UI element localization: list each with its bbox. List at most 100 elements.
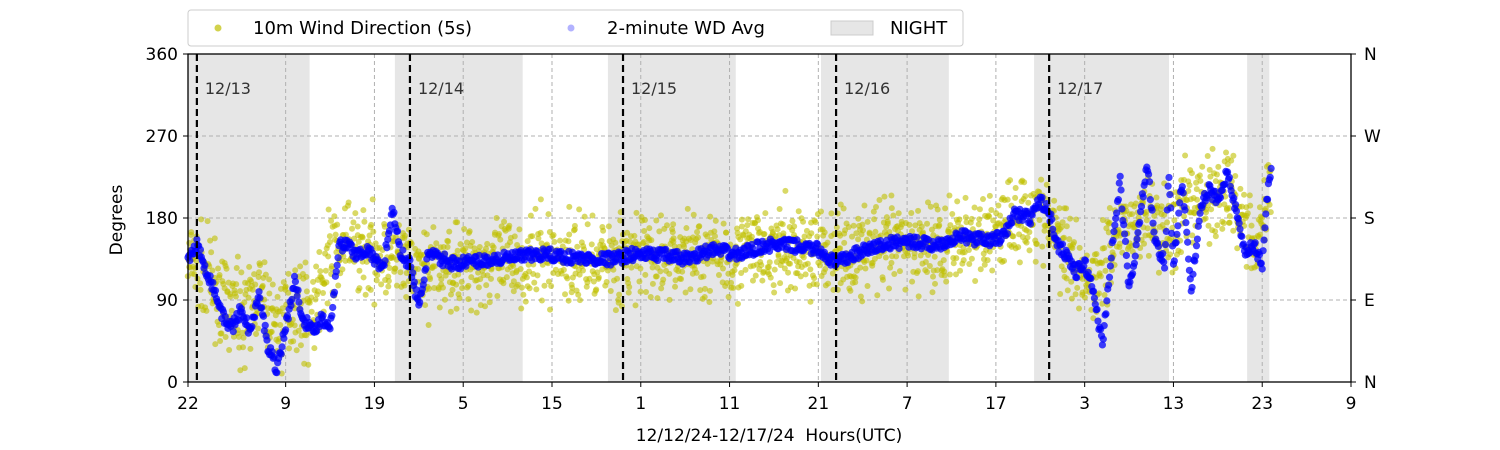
wd-avg-point [384, 235, 392, 244]
wind-5s-point [1088, 306, 1095, 313]
wind-5s-point [316, 249, 323, 256]
wind-5s-point [494, 292, 501, 299]
wd-avg-point [221, 312, 229, 321]
x-tick-label: 17 [985, 394, 1007, 414]
x-tick-label: 7 [902, 394, 913, 414]
wd-avg-point [334, 254, 342, 262]
wind-5s-point [745, 216, 752, 223]
wind-5s-point [779, 221, 786, 228]
wind-5s-point [748, 233, 755, 240]
wind-5s-point [1076, 244, 1083, 251]
wind-5s-point [952, 271, 959, 278]
wd-avg-point [1111, 221, 1119, 229]
wd-avg-point [1110, 228, 1118, 236]
wind-5s-point [193, 258, 200, 265]
wd-avg-point [546, 245, 554, 253]
wind-5s-point [232, 293, 239, 300]
wind-5s-point [605, 223, 612, 230]
wind-5s-point [1226, 219, 1233, 226]
wind-5s-point [257, 262, 264, 269]
wind-5s-point [326, 233, 333, 240]
wind-5s-point [476, 243, 483, 250]
wind-5s-point [334, 221, 341, 228]
wind-5s-point [537, 229, 544, 236]
wind-5s-point [595, 274, 602, 281]
wind-5s-point [322, 267, 329, 274]
wd-avg-point [1112, 214, 1120, 223]
wind-5s-point [1025, 199, 1032, 206]
wind-5s-point [1257, 231, 1264, 238]
wind-5s-point [1189, 232, 1196, 239]
wind-5s-point [523, 274, 530, 281]
wind-5s-point [526, 285, 533, 292]
wd-avg-point [913, 233, 921, 241]
wd-avg-point [1107, 254, 1115, 262]
wind-5s-point [1057, 291, 1064, 298]
wind-5s-point [594, 269, 601, 276]
wind-5s-point [325, 206, 332, 213]
wind-5s-point [845, 223, 852, 230]
wind-5s-point [324, 300, 331, 307]
wd-avg-point [1102, 310, 1110, 318]
wind-5s-point [362, 291, 369, 298]
wd-avg-point [1263, 195, 1272, 203]
wd-avg-point [1133, 235, 1141, 243]
wind-5s-point [566, 231, 573, 238]
wind-5s-point [575, 291, 582, 298]
wind-5s-point [734, 225, 741, 232]
wind-5s-point [730, 284, 737, 291]
wind-5s-point [568, 289, 575, 296]
wind-5s-point [647, 294, 654, 301]
wind-5s-point [874, 292, 881, 299]
wind-5s-point [876, 197, 883, 204]
wind-5s-point [1064, 287, 1071, 294]
wd-avg-point [193, 235, 201, 244]
wind-5s-point [1169, 269, 1176, 276]
wind-5s-point [1203, 209, 1210, 216]
wind-5s-point [401, 282, 408, 289]
wd-avg-point [1139, 193, 1147, 201]
wind-5s-point [976, 206, 983, 213]
wind-5s-point [670, 221, 677, 228]
wind-5s-point [1097, 273, 1104, 280]
wind-5s-point [1209, 145, 1216, 152]
wind-5s-point [240, 334, 247, 341]
wind-5s-point [1262, 205, 1269, 212]
y2-tick-label: N [1364, 45, 1377, 65]
wind-5s-point [924, 220, 931, 227]
wind-5s-point [1199, 163, 1206, 170]
wd-avg-point [1105, 273, 1114, 281]
wd-avg-point [255, 288, 263, 296]
wind-5s-point [704, 233, 711, 240]
wind-5s-point [378, 281, 385, 288]
wind-5s-point [762, 210, 769, 217]
wind-5s-point [471, 245, 478, 252]
wd-avg-point [1257, 259, 1265, 267]
legend-frame [187, 9, 964, 47]
wind-5s-point [702, 285, 709, 292]
wind-5s-point [977, 266, 984, 273]
x-tick-label: 5 [458, 394, 469, 414]
wd-avg-point [813, 240, 822, 248]
day-marker-label: 12/15 [631, 79, 677, 98]
wd-avg-point [259, 312, 268, 320]
wind-5s-point [367, 286, 374, 293]
wind-5s-point [841, 239, 848, 246]
wind-5s-point [233, 281, 240, 288]
y-tick-label: 0 [167, 373, 178, 393]
wind-5s-point [795, 208, 802, 215]
wind-5s-point [1196, 172, 1203, 179]
wind-5s-point [465, 282, 472, 289]
wind-5s-point [616, 291, 623, 298]
wind-5s-point [1182, 152, 1189, 159]
wd-avg-point [287, 301, 295, 310]
wind-5s-point [1204, 152, 1211, 159]
wind-5s-point [872, 228, 879, 235]
wind-5s-point [672, 283, 679, 290]
wind-5s-point [235, 333, 242, 340]
wind-5s-point [249, 286, 256, 293]
wd-avg-point [1080, 262, 1088, 270]
wind-5s-point [1143, 217, 1150, 224]
wd-avg-point [1123, 262, 1131, 270]
